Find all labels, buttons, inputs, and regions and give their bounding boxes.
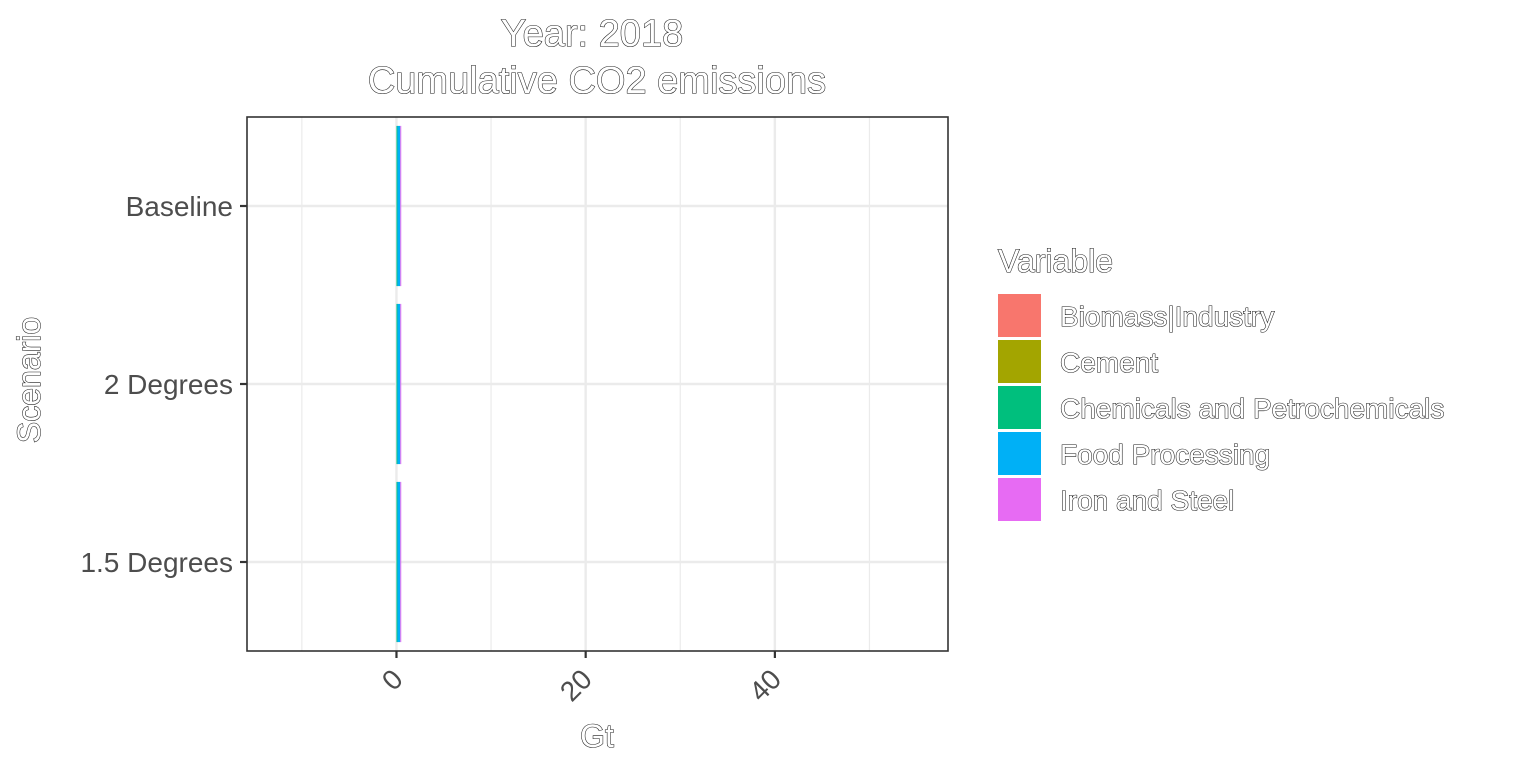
- grid-major: [247, 117, 948, 651]
- x-tick-label: 20: [554, 663, 598, 707]
- bar-segment: [396, 481, 398, 643]
- bar-segment: [396, 125, 398, 287]
- y-axis-title: Scenario: [11, 317, 47, 443]
- y-tick-label: 1.5 Degrees: [80, 547, 233, 578]
- chart-title: Year: 2018: [501, 13, 683, 55]
- legend-label: Cement: [1060, 347, 1158, 378]
- bar-segment: [400, 125, 402, 287]
- bar-segment: [397, 303, 401, 465]
- y-tick-label: Baseline: [126, 191, 233, 222]
- legend-title: Variable: [998, 243, 1113, 279]
- bars: [396, 125, 402, 643]
- legend-swatch: [998, 294, 1041, 337]
- legend-label: Biomass|Industry: [1060, 301, 1274, 332]
- legend-label: Food Processing: [1060, 439, 1270, 470]
- legend-swatch: [998, 386, 1041, 429]
- x-tick-label: 0: [376, 663, 409, 696]
- legend: Variable Biomass|Industry Cement Chemicals…: [997, 242, 1445, 521]
- y-axis: Baseline 2 Degrees 1.5 Degrees: [80, 191, 247, 578]
- legend-swatch: [998, 432, 1041, 475]
- bar-segment: [396, 303, 398, 465]
- legend-items: Biomass|Industry Cement Chemicals and Petr…: [998, 294, 1445, 521]
- bar-segment: [397, 481, 401, 643]
- x-axis-title: Gt: [580, 718, 614, 754]
- bar-segment: [397, 125, 401, 287]
- chart-subtitle: Cumulative CO2 emissions: [368, 60, 826, 102]
- legend-label: Chemicals and Petrochemicals: [1060, 393, 1444, 424]
- bar-segment: [400, 481, 402, 643]
- legend-swatch: [998, 340, 1041, 383]
- bar-segment: [400, 303, 402, 465]
- y-tick-label: 2 Degrees: [104, 369, 233, 400]
- x-tick-label: 40: [743, 663, 787, 707]
- legend-label: Iron and Steel: [1060, 485, 1234, 516]
- legend-swatch: [998, 478, 1041, 521]
- plot-panel: [246, 116, 949, 652]
- x-axis: 0 20 40: [376, 651, 787, 707]
